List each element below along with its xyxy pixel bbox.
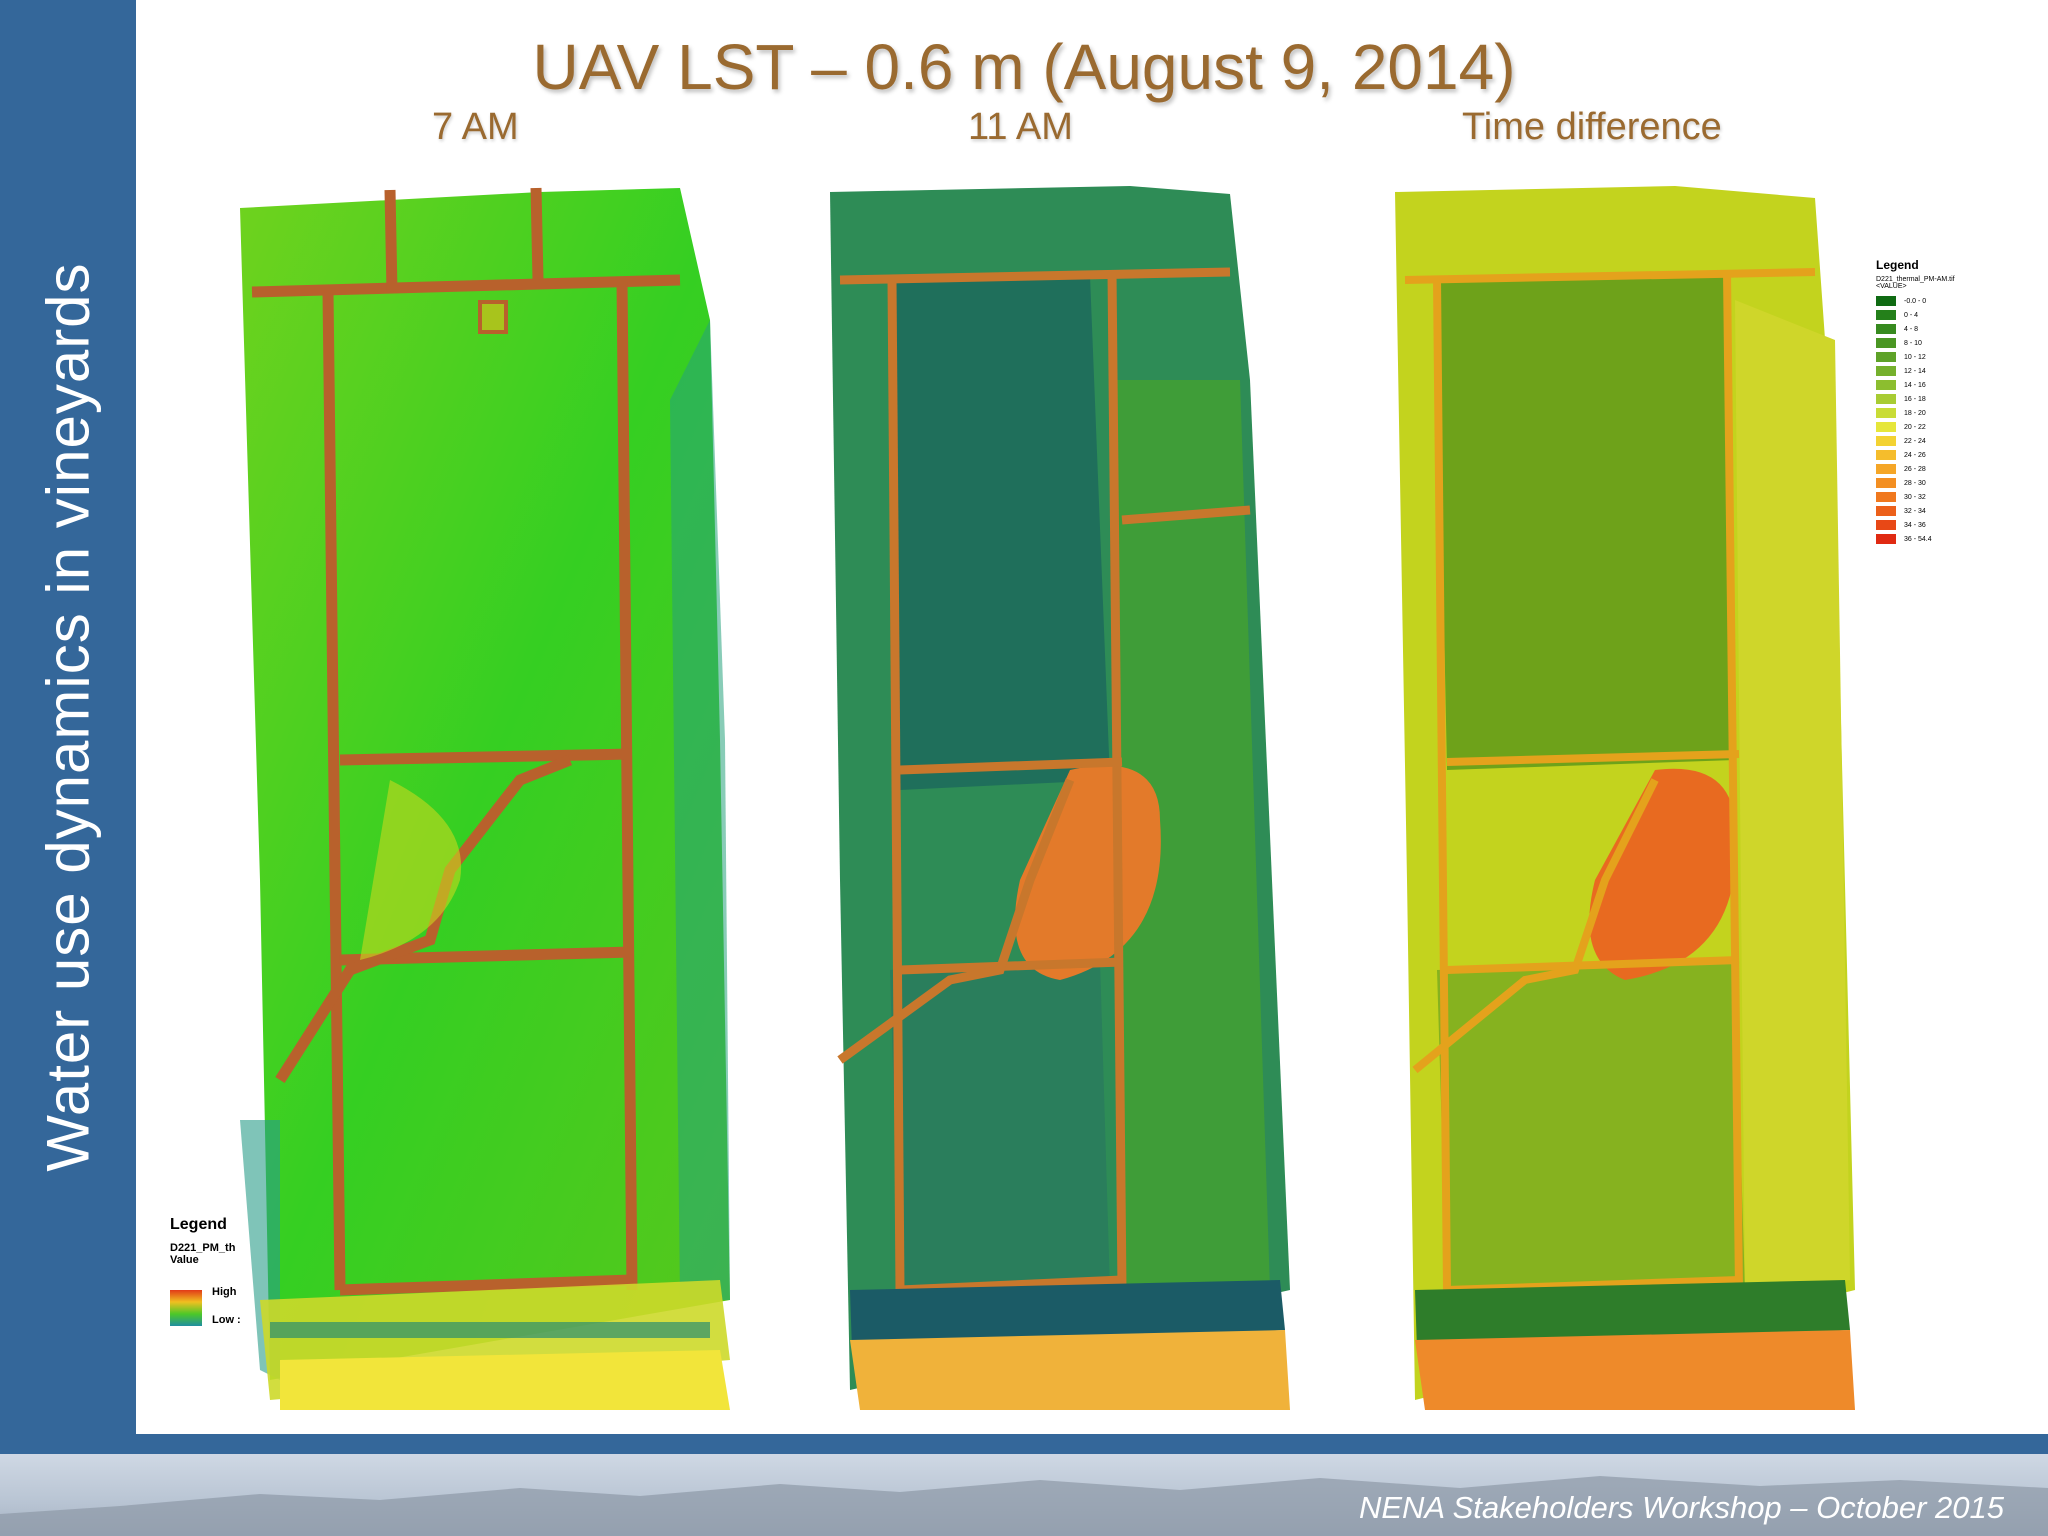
legend-class-label: 26 - 28 xyxy=(1904,465,1926,473)
legend-class-label: 14 - 16 xyxy=(1904,381,1926,389)
footer-text: NENA Stakeholders Workshop – October 201… xyxy=(1358,1490,2004,1525)
legend-class-row: 32 - 34 xyxy=(1876,504,2026,518)
legend-right-classes: -0.0 - 0 0 - 4 4 - 8 8 - 10 10 - 12 12 - 14 14… xyxy=(1876,294,2026,546)
legend-class-label: 4 - 8 xyxy=(1904,325,1919,333)
legend-class-row: 18 - 20 xyxy=(1876,406,2026,420)
legend-class-label: 12 - 14 xyxy=(1904,367,1926,375)
panel-label-difference: Time difference xyxy=(1462,106,1722,148)
legend-class-swatch xyxy=(1876,338,1896,348)
hot-patch xyxy=(1589,768,1736,980)
legend-class-row: 28 - 30 xyxy=(1876,476,2026,490)
legend-class-label: 22 - 24 xyxy=(1904,437,1926,445)
legend-class-row: 0 - 4 xyxy=(1876,308,2026,322)
legend-class-row: 22 - 24 xyxy=(1876,434,2026,448)
legend-class-row: 36 - 54.4 xyxy=(1876,532,2026,546)
legend-left: Legend D221_PM_th Value High Low : xyxy=(170,1216,290,1336)
legend-class-row: 16 - 18 xyxy=(1876,392,2026,406)
panel-label-11am: 11 AM xyxy=(968,106,1073,148)
legend-class-swatch xyxy=(1876,352,1896,362)
map-field-area xyxy=(240,188,730,1380)
legend-class-swatch xyxy=(1876,464,1896,474)
legend-class-row: 26 - 28 xyxy=(1876,462,2026,476)
legend-class-label: 10 - 12 xyxy=(1904,353,1926,361)
legend-class-label: 30 - 32 xyxy=(1904,493,1926,501)
side-label: Water use dynamics in vineyards xyxy=(34,262,102,1172)
legend-class-swatch xyxy=(1876,380,1896,390)
legend-class-row: 24 - 26 xyxy=(1876,448,2026,462)
legend-class-label: 28 - 30 xyxy=(1904,479,1926,487)
legend-left-ramp xyxy=(170,1290,202,1326)
legend-class-swatch xyxy=(1876,408,1896,418)
panel-label-7am: 7 AM xyxy=(432,106,519,148)
legend-class-label: 36 - 54.4 xyxy=(1904,535,1932,543)
legend-left-low: Low : xyxy=(212,1314,241,1326)
legend-class-label: 0 - 4 xyxy=(1904,311,1919,319)
legend-class-row: 4 - 8 xyxy=(1876,322,2026,336)
legend-class-row: 30 - 32 xyxy=(1876,490,2026,504)
sidebar: Water use dynamics in vineyards xyxy=(0,0,136,1434)
legend-class-label: -0.0 - 0 xyxy=(1904,297,1927,305)
legend-class-row: 10 - 12 xyxy=(1876,350,2026,364)
legend-class-swatch xyxy=(1876,534,1896,544)
legend-class-swatch xyxy=(1876,296,1896,306)
legend-class-swatch xyxy=(1876,394,1896,404)
legend-class-row: 34 - 36 xyxy=(1876,518,2026,532)
legend-class-label: 20 - 22 xyxy=(1904,423,1926,431)
legend-class-label: 16 - 18 xyxy=(1904,395,1926,403)
legend-right-value-label: <VALUE> xyxy=(1876,283,1907,290)
legend-left-value-label: Value xyxy=(170,1254,199,1266)
legend-class-label: 34 - 36 xyxy=(1904,521,1926,529)
mountain-silhouette xyxy=(0,1476,2048,1536)
legend-class-swatch xyxy=(1876,422,1896,432)
legend-class-label: 8 - 10 xyxy=(1904,339,1922,347)
slide-title: UAV LST – 0.6 m (August 9, 2014) xyxy=(532,31,1516,103)
legend-class-row: -0.0 - 0 xyxy=(1876,294,2026,308)
thermal-map-7am xyxy=(240,187,730,1410)
legend-class-label: 18 - 20 xyxy=(1904,409,1926,417)
legend-class-row: 20 - 22 xyxy=(1876,420,2026,434)
legend-right: Legend D221_thermal_PM-AM.tif <VALUE> -0… xyxy=(1876,258,2026,546)
legend-left-layer: D221_PM_th xyxy=(170,1242,236,1254)
legend-class-label: 32 - 34 xyxy=(1904,507,1926,515)
legend-class-swatch xyxy=(1876,366,1896,376)
legend-class-row: 14 - 16 xyxy=(1876,378,2026,392)
legend-class-label: 24 - 26 xyxy=(1904,451,1926,459)
footer-banner: NENA Stakeholders Workshop – October 201… xyxy=(0,1454,2048,1536)
footer-rule xyxy=(0,1434,2048,1454)
legend-class-swatch xyxy=(1876,436,1896,446)
thermal-map-difference xyxy=(1395,186,1855,1410)
legend-class-swatch xyxy=(1876,492,1896,502)
legend-class-row: 12 - 14 xyxy=(1876,364,2026,378)
legend-class-swatch xyxy=(1876,324,1896,334)
thermal-map-11am xyxy=(830,186,1290,1410)
legend-class-swatch xyxy=(1876,520,1896,530)
legend-left-high: High xyxy=(212,1286,237,1298)
legend-class-swatch xyxy=(1876,506,1896,516)
legend-class-row: 8 - 10 xyxy=(1876,336,2026,350)
legend-class-swatch xyxy=(1876,450,1896,460)
legend-right-title: Legend xyxy=(1876,258,1919,272)
legend-class-swatch xyxy=(1876,310,1896,320)
legend-class-swatch xyxy=(1876,478,1896,488)
legend-left-title: Legend xyxy=(170,1216,227,1233)
legend-right-layer: D221_thermal_PM-AM.tif xyxy=(1876,276,1955,283)
